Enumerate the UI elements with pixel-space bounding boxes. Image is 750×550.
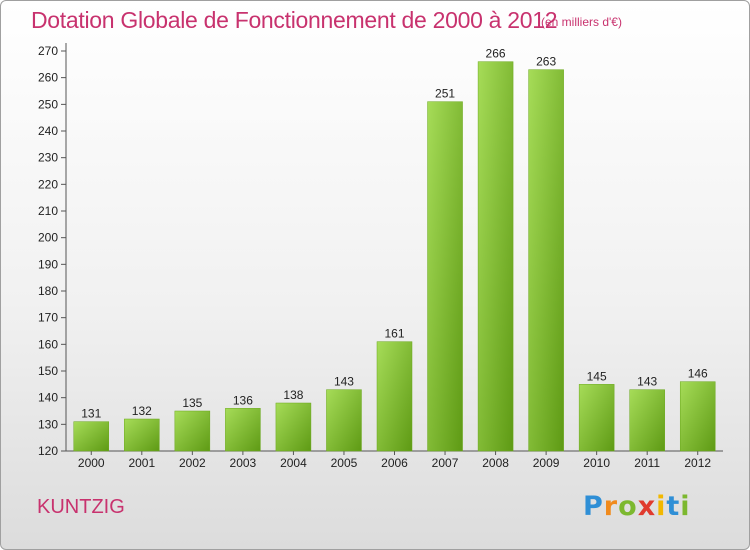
y-tick-label: 200 [38,231,58,245]
commune-name: KUNTZIG [37,496,125,518]
y-tick-label: 220 [38,177,58,191]
logo-letter: P [583,491,604,522]
logo-letter: o [618,491,638,522]
y-tick-label: 160 [38,337,58,351]
logo-letter: r [603,491,619,522]
y-tick-label: 250 [38,97,58,111]
bar-value-label: 138 [283,388,303,402]
chart-bars [73,61,716,452]
bar [528,69,564,452]
chart-value-labels: 131 132 135 136 138 143 161 251 266 263 145 143 146 [81,47,708,421]
x-tick-label: 2009 [533,456,560,470]
y-tick-label: 150 [38,364,58,378]
bar [73,421,110,452]
y-tick-label: 180 [38,284,58,298]
bar [578,384,615,452]
bar [629,389,665,452]
x-tick-label: 2000 [78,456,105,470]
bar-value-label: 143 [637,375,657,389]
y-tick-label: 130 [38,417,58,431]
y-tick-label: 230 [38,151,58,165]
y-tick-label: 270 [38,44,58,58]
chart-axes: 120 130 140 150 160 170 180 190 200 210 220 230 240 2… [38,43,723,470]
bar-value-label: 145 [587,369,607,383]
bar-value-label: 136 [233,393,253,407]
x-tick-label: 2010 [583,456,610,470]
bar-value-label: 143 [334,375,354,389]
x-tick-label: 2003 [230,456,257,470]
chart-title: Dotation Globale de Fonctionnement de 20… [31,7,558,33]
y-tick-label: 260 [38,71,58,85]
proxiti-logo[interactable]: Proxiti [583,491,691,522]
logo-letter: i [656,491,667,522]
bar-value-label: 266 [486,47,506,61]
bar-value-label: 135 [182,396,202,410]
bar-value-label: 161 [384,327,404,341]
bar [427,101,463,452]
bar [225,408,261,452]
x-tick-label: 2004 [280,456,307,470]
x-tick-label: 2002 [179,456,206,470]
bar-value-label: 146 [688,367,708,381]
y-tick-label: 190 [38,257,58,271]
bar-value-label: 251 [435,87,455,101]
bar [124,418,160,452]
y-tick-label: 210 [38,204,58,218]
bar-value-label: 132 [132,404,152,418]
bar [174,410,211,452]
bar [326,389,362,452]
x-tick-label: 2006 [381,456,408,470]
bar-value-label: 131 [81,407,101,421]
x-tick-label: 2005 [331,456,358,470]
y-tick-label: 170 [38,311,58,325]
y-tick-label: 240 [38,124,58,138]
logo-letter: t [666,491,681,522]
logo-letter: x [637,491,657,522]
x-tick-label: 2007 [432,456,459,470]
bar [679,381,716,452]
bar-value-label: 263 [536,55,556,69]
bar [275,402,312,452]
x-tick-label: 2001 [128,456,155,470]
y-tick-label: 120 [38,444,58,458]
logo-letter: i [680,491,691,522]
x-tick-label: 2008 [482,456,509,470]
bar [376,341,413,452]
x-tick-label: 2012 [684,456,711,470]
y-tick-label: 140 [38,391,58,405]
unit-note: (en milliers d'€) [541,15,622,29]
x-tick-label: 2011 [634,456,660,470]
bar [477,61,514,452]
